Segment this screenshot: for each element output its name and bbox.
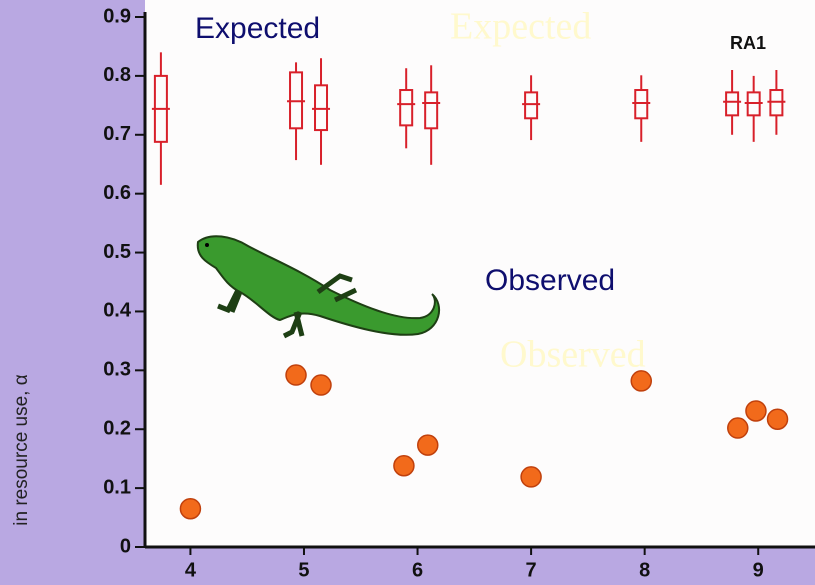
point [311, 375, 331, 395]
point [394, 456, 414, 476]
point [631, 371, 651, 391]
series-label: Observed [485, 264, 615, 297]
point [286, 365, 306, 385]
x-tick-label: 8 [639, 559, 650, 581]
y-tick-label: 0.7 [103, 123, 131, 145]
y-tick-label: 0.8 [103, 64, 131, 86]
y-tick-label: 0.4 [103, 300, 132, 322]
x-tick-label: 6 [412, 559, 423, 581]
point [418, 435, 438, 455]
point [746, 401, 766, 421]
y-tick-label: 0.9 [103, 5, 131, 27]
annotation: RA1 [730, 33, 766, 53]
x-tick-label: 5 [298, 559, 309, 581]
page: {"chart_data": { "type": "box", "y_label… [0, 0, 815, 585]
y-tick-label: 0 [120, 535, 131, 557]
y-tick-label: 0.5 [103, 241, 131, 263]
y-axis-label: in resource use, α [11, 374, 32, 525]
y-tick-label: 0.3 [103, 359, 131, 381]
y-tick-label: 0.2 [103, 418, 131, 440]
x-tick-label: 7 [526, 559, 537, 581]
faint-label: Expected [450, 6, 591, 48]
series-label: Expected [195, 12, 320, 45]
x-tick-label: 4 [185, 559, 197, 581]
faint-label: Observed [500, 334, 646, 376]
chart: in resource use, α Expected Observed Exp… [0, 0, 815, 585]
point [768, 409, 788, 429]
x-tick-label: 9 [753, 559, 764, 581]
point [521, 467, 541, 487]
point [728, 418, 748, 438]
point [180, 499, 200, 519]
y-tick-label: 0.6 [103, 182, 131, 204]
y-tick-label: 0.1 [103, 476, 131, 498]
